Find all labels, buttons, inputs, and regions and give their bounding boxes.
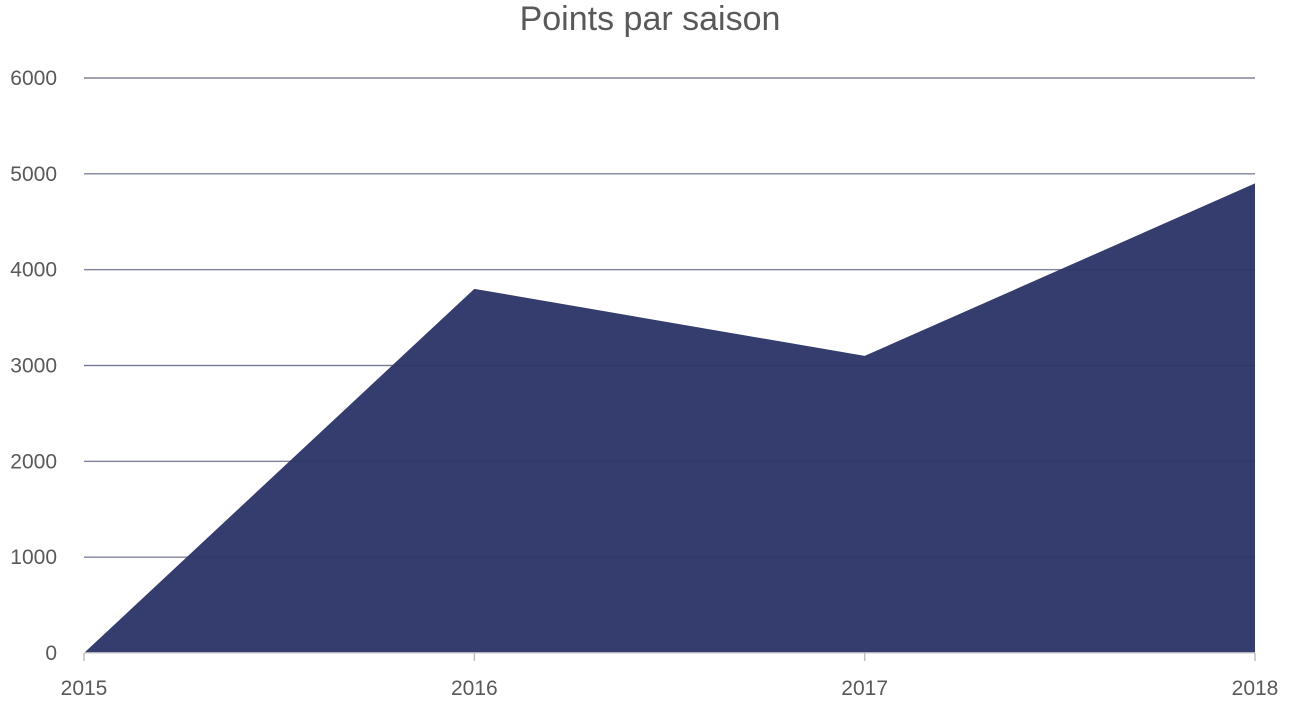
y-tick-label-2000: 2000 [10, 450, 57, 473]
plot-area [84, 77, 1255, 653]
area-series-0 [84, 183, 1255, 653]
y-tick-label-3000: 3000 [10, 355, 57, 378]
x-tick-label-2018: 2018 [1232, 677, 1279, 700]
x-tick-label-2015: 2015 [61, 677, 108, 700]
y-tick-label-6000: 6000 [10, 67, 57, 90]
y-tick-label-5000: 5000 [10, 163, 57, 186]
axes [83, 652, 1256, 661]
y-tick-label-4000: 4000 [10, 259, 57, 282]
y-axis-tick-labels: 0 1000 2000 3000 4000 5000 6000 [10, 67, 57, 665]
chart-title: Points par saison [520, 0, 781, 38]
x-axis-tick-labels: 2015 2016 2017 2018 [61, 677, 1279, 700]
y-tick-label-1000: 1000 [10, 546, 57, 569]
x-tick-label-2017: 2017 [841, 677, 888, 700]
y-tick-label-0: 0 [45, 642, 57, 665]
x-tick-label-2016: 2016 [451, 677, 498, 700]
